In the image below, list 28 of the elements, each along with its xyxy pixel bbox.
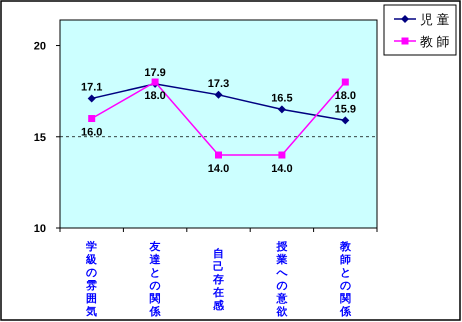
x-tick-label: 教師との関係 [338, 240, 352, 318]
x-tick-label: 友達との関係 [148, 240, 162, 318]
point [215, 152, 222, 159]
data-label: 18.0 [144, 90, 166, 102]
data-label: 16.0 [80, 126, 102, 139]
x-tick-label: 学級の雰囲気 [85, 240, 98, 318]
legend-label: 教 師 [420, 34, 450, 49]
data-label: 16.5 [271, 92, 293, 104]
data-label: 17.9 [144, 66, 166, 79]
point [214, 90, 222, 99]
legend-label: 児 童 [420, 12, 450, 27]
point [278, 105, 286, 114]
x-tick-label: 授業への意欲 [275, 240, 288, 318]
point [342, 78, 349, 86]
y-tick-label: 20 [34, 40, 46, 53]
data-label: 15.9 [334, 103, 356, 116]
point [278, 152, 286, 159]
point [88, 94, 96, 102]
data-label: 18.0 [334, 90, 356, 102]
data-label: 17.3 [208, 78, 230, 90]
data-label: 14.0 [208, 163, 230, 176]
data-label: 14.0 [271, 163, 293, 176]
y-tick-label: 15 [34, 132, 46, 144]
y-tick-label: 10 [34, 223, 46, 235]
point [341, 116, 350, 124]
x-tick-label: 自己存在感 [212, 247, 225, 312]
data-label: 17.1 [80, 81, 102, 94]
point [88, 115, 96, 122]
